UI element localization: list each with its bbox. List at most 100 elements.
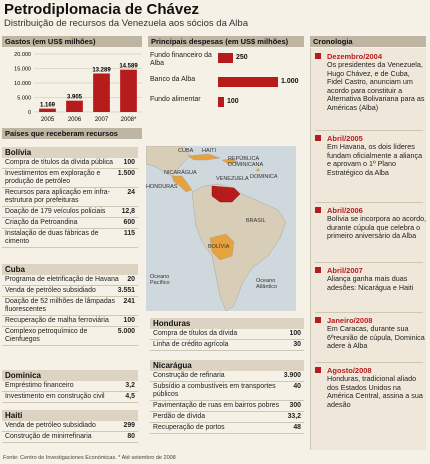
table-heading: Haiti xyxy=(2,410,138,421)
page-title: Petrodiplomacia de Chávez xyxy=(4,1,200,18)
row-value: 100 xyxy=(289,330,302,337)
row-label: Recuperação de malha ferroviária xyxy=(5,317,109,324)
table-row: Empréstimo financeiro 3,2 xyxy=(2,381,138,392)
bullet-icon xyxy=(315,317,321,323)
cronologia-text: Os presidentes da Venezuela, Hugo Chávez… xyxy=(327,60,425,112)
bullet-icon xyxy=(315,135,321,141)
paises-heading: Países que receberam recursos xyxy=(2,128,142,139)
row-value: 241 xyxy=(123,298,136,305)
row-value: 600 xyxy=(123,219,136,226)
row-label: Construção de minirrefinaria xyxy=(5,433,92,440)
y-tick-label: 15.000 xyxy=(14,67,31,73)
row-value: 24 xyxy=(127,189,135,196)
row-label: Doação de 179 veículos policiais xyxy=(5,208,106,215)
table-heading: Honduras xyxy=(150,318,304,329)
row-value: 3,2 xyxy=(125,382,135,389)
map-label-atlantico: Oceano Atlântico xyxy=(256,278,278,290)
source-note: Fonte: Centro de Investigaciones Económi… xyxy=(3,455,176,461)
row-value: 33,2 xyxy=(287,413,301,420)
row-value: 5.000 xyxy=(117,328,135,335)
table-row: Construção de refinaria 3.900 xyxy=(150,371,304,382)
divider xyxy=(315,130,423,131)
map-label-honduras: HONDURAS xyxy=(146,184,178,190)
cronologia-text: Em Havana, os dois líderes fundam oficia… xyxy=(327,142,423,177)
row-label: Recursos para aplicação em infra-estrutu… xyxy=(5,189,110,204)
bullet-icon xyxy=(315,53,321,59)
despesa-value: 250 xyxy=(236,54,248,61)
table-row: Recursos para aplicação em infra-estrutu… xyxy=(2,188,138,207)
map-label-rep-dom: REPÚBLICA DOMINICANA xyxy=(228,156,264,168)
map-label-cuba: CUBA xyxy=(178,148,194,154)
table-row: Recuperação de portos 48 xyxy=(150,423,304,434)
gastos-heading: Gastos (em US$ milhões) xyxy=(2,36,142,47)
row-value: 4,5 xyxy=(125,393,135,400)
row-value: 1.500 xyxy=(117,170,135,177)
bullet-icon xyxy=(315,367,321,373)
y-tick-label: 20.000 xyxy=(14,52,31,58)
row-value: 100 xyxy=(123,159,136,166)
row-value: 115 xyxy=(123,230,135,237)
row-value: 80 xyxy=(127,433,135,440)
table-row: Perdão de dívida 33,2 xyxy=(150,412,304,423)
table-row: Venda de petróleo subsidiado 3.551 xyxy=(2,286,138,297)
bar-value-label: 1.169 xyxy=(40,103,56,109)
row-label: Criação da Petroandina xyxy=(5,219,78,226)
map-label-nicaragua: NICARÁGUA xyxy=(164,170,197,176)
map-label-pacifico: Oceano Pacífico xyxy=(150,274,170,286)
table-row: Doação de 179 veículos policiais 12,8 xyxy=(2,207,138,218)
row-label: Construção de refinaria xyxy=(153,372,225,379)
y-tick-label: 5.000 xyxy=(17,96,31,102)
table-row: Instalação de duas fábricas de cimento 11… xyxy=(2,229,138,248)
cronologia-date: Abril/2007 xyxy=(327,266,363,275)
cronologia-text: Em Caracas, durante sua 6ªreunião de cúp… xyxy=(327,324,425,350)
despesa-bar xyxy=(218,97,224,107)
page-subtitle: Distribuição de recursos da Venezuela ao… xyxy=(4,18,248,29)
map-label-bolivia: BOLÍVIA xyxy=(208,244,230,250)
despesa-value: 100 xyxy=(227,98,239,105)
table-heading: Bolívia xyxy=(2,147,138,158)
cronologia-text: Bolívia se incorpora ao acordo, durante … xyxy=(327,214,427,240)
cronologia-item: Abril/2005 Em Havana, os dois líderes fun… xyxy=(311,134,427,177)
despesa-value: 1.000 xyxy=(281,78,299,85)
bar xyxy=(120,69,137,112)
cronologia-date: Abril/2005 xyxy=(327,134,363,143)
table-row: Criação da Petroandina 600 xyxy=(2,218,138,229)
cronologia-panel: Dezembro/2004 Os presidentes da Venezuela… xyxy=(310,48,426,450)
table-row: Compra de títulos da dívida 100 xyxy=(150,329,304,340)
despesa-bar xyxy=(218,53,233,63)
table-row: Pavimentação de ruas em bairros pobres 30… xyxy=(150,401,304,412)
row-label: Investimento em construção civil xyxy=(5,393,105,400)
row-label: Recuperação de portos xyxy=(153,424,225,431)
row-label: Compra de títulos da dívida xyxy=(153,330,238,337)
row-value: 20 xyxy=(127,276,135,283)
row-value: 12,8 xyxy=(121,208,135,215)
row-label: Compra de títulos da dívida pública xyxy=(5,159,114,166)
map-graphic xyxy=(145,145,296,312)
table-row: Complexo petroquímico de Cienfuegos 5.000 xyxy=(2,327,138,346)
divider xyxy=(315,262,423,263)
table-row: Construção de minirrefinaria 80 xyxy=(2,432,138,443)
row-value: 299 xyxy=(123,422,136,429)
table-row: Recuperação de malha ferroviária 100 xyxy=(2,316,138,327)
table-bolivia: Bolívia Compra de títulos da dívida públ… xyxy=(2,147,138,248)
bar xyxy=(39,108,56,112)
row-value: 100 xyxy=(123,317,136,324)
cronologia-item: Agosto/2008 Honduras, tradicional aliado … xyxy=(311,366,427,409)
table-heading: Dominica xyxy=(2,370,138,381)
divider xyxy=(315,312,423,313)
x-tick-label: 2007 xyxy=(95,117,109,123)
cronologia-item: Abril/2006 Bolívia se incorpora ao acordo… xyxy=(311,206,427,241)
cronologia-text: Honduras, tradicional aliado dos Estados… xyxy=(327,374,423,409)
despesa-label: Fundo alimentar xyxy=(150,96,201,103)
table-heading: Cuba xyxy=(2,264,138,275)
cronologia-date: Agosto/2008 xyxy=(327,366,372,375)
table-dominica: Dominica Empréstimo financeiro 3,2 Investi… xyxy=(2,370,138,403)
divider xyxy=(315,362,423,363)
row-label: Venda de petróleo subsidiado xyxy=(5,287,96,294)
bar-value-label: 14.589 xyxy=(119,64,138,70)
cronologia-date: Janeiro/2008 xyxy=(327,316,373,325)
cronologia-date: Dezembro/2004 xyxy=(327,52,383,61)
cronologia-text: Aliança ganha mais duas adesões: Nicarág… xyxy=(327,274,414,292)
table-row: Investimento em construção civil 4,5 xyxy=(2,392,138,403)
table-nicaragua: Nicarágua Construção de refinaria 3.900 Su… xyxy=(150,360,304,434)
